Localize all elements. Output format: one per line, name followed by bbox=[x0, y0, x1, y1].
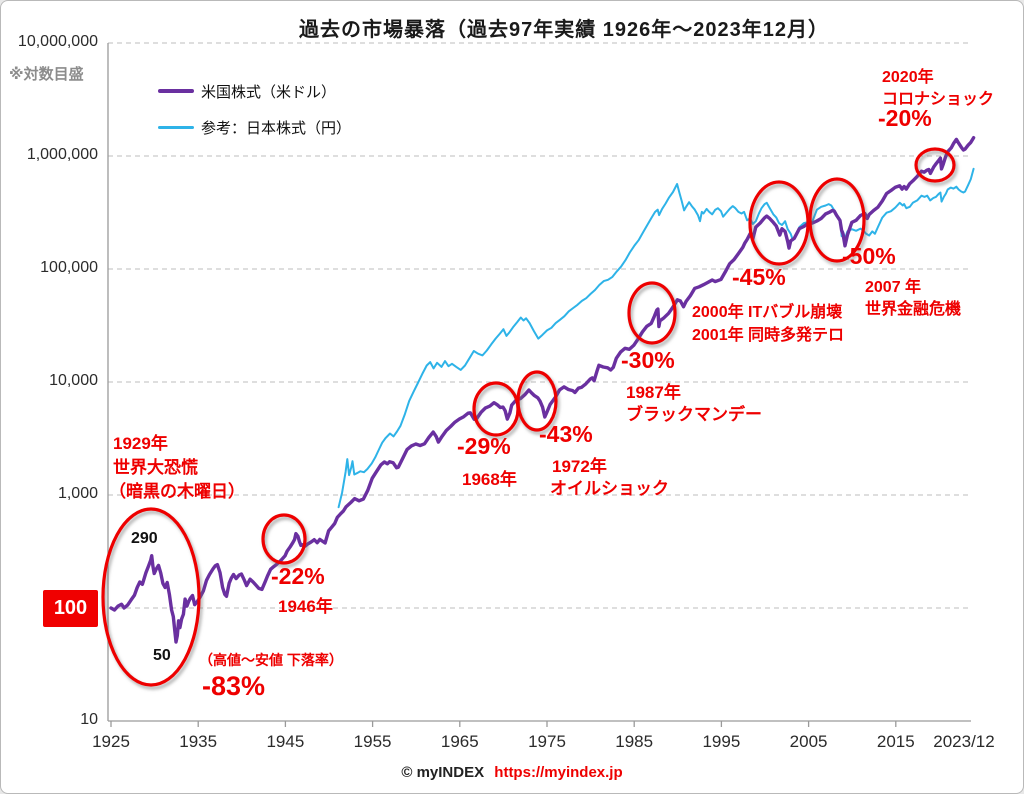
legend-item-japan: 参考：日本株式（円） bbox=[158, 115, 351, 139]
crash-1987-ellipse bbox=[627, 281, 677, 345]
us-line-swatch bbox=[158, 89, 194, 93]
japan-line-swatch bbox=[158, 125, 194, 129]
legend-label-japan: 参考：日本株式（円） bbox=[201, 119, 352, 137]
series-japan bbox=[337, 167, 975, 509]
crash-2007-ellipse bbox=[808, 177, 866, 263]
crash-1929-ellipse bbox=[101, 507, 201, 687]
legend-item-us: 米国株式（米ドル） bbox=[158, 79, 351, 103]
crash-2000-ellipse bbox=[748, 180, 810, 266]
footer: © myINDEX https://myindex.jp bbox=[1, 764, 1023, 781]
series-us bbox=[109, 135, 976, 644]
myindex-link[interactable]: https://myindex.jp bbox=[494, 764, 623, 781]
chart-title: 過去の市場暴落（過去97年実績 1926年～2023年12月） bbox=[298, 19, 830, 41]
log-scale-note: ※対数目盛 bbox=[9, 66, 84, 83]
copyright-text: © myINDEX bbox=[401, 764, 485, 781]
legend: 米国株式（米ドル） 参考：日本株式（円） bbox=[158, 79, 351, 151]
crash-2020-ellipse bbox=[914, 147, 956, 183]
crash-1972-ellipse bbox=[516, 370, 558, 432]
crash-1946-ellipse bbox=[261, 513, 307, 565]
legend-label-us: 米国株式（米ドル） bbox=[201, 83, 337, 101]
